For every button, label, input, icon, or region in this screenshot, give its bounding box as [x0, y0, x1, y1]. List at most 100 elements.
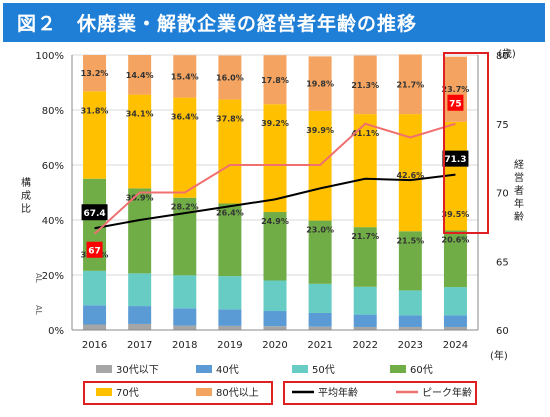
bar-segment [173, 97, 197, 198]
bar-segment [128, 273, 152, 307]
segment-value-label: 23.7% [442, 85, 470, 94]
segment-value-label: 34.1% [126, 110, 154, 119]
y-right-tick-label: 80 [496, 51, 509, 62]
line-series [93, 122, 456, 235]
bar-segment [83, 270, 107, 306]
legend-swatch [196, 388, 212, 396]
y-left-tick-label: 60% [42, 161, 64, 172]
y-left-axis-label: 比 [21, 203, 31, 215]
y-left-tick-label: 0% [48, 326, 64, 337]
segment-value-label: 15.4% [171, 72, 199, 81]
legend-highlight-left [83, 381, 273, 405]
bar-segment [398, 54, 422, 115]
lines [93, 122, 456, 235]
y-right-axis-label: 齢 [514, 210, 524, 223]
legend-label: 30代以下 [116, 364, 159, 376]
legend-label: 平均年齢 [318, 386, 358, 399]
y-right-axis-label: 経 [514, 158, 524, 171]
bar-segment [128, 188, 152, 274]
highlight-box [443, 52, 489, 234]
segment-value-label: 24.9% [261, 217, 289, 226]
segment-value-label: 28.2% [171, 203, 199, 212]
segment-value-label: 39.9% [306, 126, 334, 135]
x-tick-label: 2020 [262, 340, 287, 351]
line-series [94, 173, 456, 230]
callout-box [86, 241, 103, 258]
y-right-tick-label: 60 [496, 326, 509, 337]
x-tick-label: 2024 [443, 340, 468, 351]
segment-value-label: 16.0% [216, 74, 244, 83]
legend-label: ピーク年齢 [422, 386, 472, 399]
segment-value-label: 20.6% [442, 235, 470, 244]
legend-swatch [96, 365, 112, 373]
segment-value-label: 39.2% [261, 119, 289, 128]
callout-text: 67.4 [83, 209, 105, 219]
legend-highlight-right [283, 381, 477, 405]
bar-segment [218, 309, 242, 326]
y-right-tick-label: 65 [496, 257, 509, 268]
segment-value-label: 42.6% [396, 171, 424, 180]
bar-segment [173, 197, 197, 276]
bar-segment [173, 275, 197, 309]
legend-swatch [390, 365, 406, 373]
bar-segment [353, 286, 377, 315]
legend-label: 60代 [410, 364, 433, 376]
bar-segment [263, 280, 287, 312]
bar-segment [443, 315, 467, 327]
segment-value-label: 21.3% [351, 81, 379, 90]
x-unit: (年) [490, 349, 508, 362]
bar-segment [353, 114, 377, 228]
bar-segment [398, 114, 422, 232]
bar-segment [173, 55, 197, 98]
y-right-axis-label: 者 [514, 185, 524, 197]
segment-value-label: 13.2% [81, 69, 109, 78]
callout-text: 67 [88, 246, 101, 256]
bar-segment [398, 290, 422, 316]
bar-segment [263, 104, 287, 213]
bar-segment [263, 55, 287, 105]
bar-segment [83, 55, 107, 92]
y-left-tick-label: 80% [42, 106, 64, 117]
bar-segment [83, 91, 107, 179]
bar-segment [443, 326, 467, 330]
y-right-unit: (歳) [498, 48, 516, 60]
y-left-tick-label: 40% [42, 216, 64, 227]
title-bar: 図２ 休廃業・解散企業の経営者年齢の推移 [3, 3, 545, 42]
segment-value-label: 36.4% [171, 113, 199, 122]
bar-segment [398, 231, 422, 291]
segment-value-label: 19.8% [306, 80, 334, 89]
stray-mark: AL [34, 305, 43, 315]
bar-segment [353, 314, 377, 327]
bar-segment [308, 312, 332, 327]
stray-mark: AL [34, 273, 43, 283]
y-left-axis-label: 成 [21, 190, 31, 202]
x-tick-label: 2021 [307, 340, 332, 351]
segment-value-label: 39.5% [442, 210, 470, 219]
segment-value-label: 17.8% [261, 76, 289, 85]
bar-segment [308, 326, 332, 330]
callout-box [447, 94, 464, 111]
bar-segment [218, 276, 242, 310]
y-right-tick-label: 75 [496, 120, 509, 131]
segment-value-label: 21.7% [351, 232, 379, 241]
bar-segment [263, 212, 287, 281]
bar-segment [308, 283, 332, 313]
bar-segment [83, 324, 107, 330]
legend-label: 40代 [216, 364, 239, 376]
x-tick-label: 2019 [217, 340, 242, 351]
bar-segment [128, 306, 152, 324]
callout-text: 71.3 [444, 155, 466, 165]
segment-value-label: 14.4% [126, 71, 154, 80]
legend: 30代以下 40代 50代 60代 70代 80代以上 平均年齢 ピーク年齢 [83, 364, 477, 405]
bar-segment [443, 121, 467, 231]
bar-segment [218, 55, 242, 100]
x-tick-label: 2017 [127, 340, 152, 351]
legend-label: 70代 [116, 387, 139, 399]
bar-segment [353, 55, 377, 115]
bar-segment [353, 326, 377, 330]
legend-swatch [196, 365, 212, 373]
y-right-axis-label: 営 [514, 171, 524, 184]
segment-value-label: 21.5% [396, 236, 424, 245]
